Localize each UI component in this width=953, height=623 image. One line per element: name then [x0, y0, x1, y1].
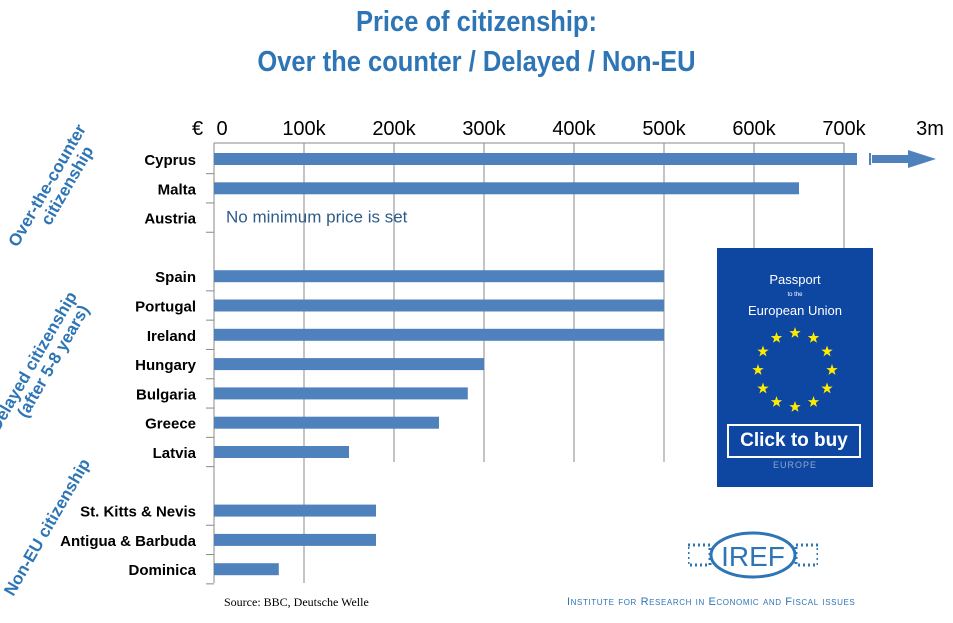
x-tick-label: 100k [282, 118, 326, 140]
category-label: Cyprus [144, 152, 196, 169]
star-icon [752, 364, 764, 375]
passport-title: Passport [769, 272, 821, 287]
x-tick-label: 300k [462, 118, 506, 140]
passport-footer: EUROPE [772, 460, 817, 470]
x-tick-label: 200k [372, 118, 416, 140]
passport-subtitle: to the [787, 292, 803, 298]
category-label: Austria [144, 211, 196, 228]
x-tick-label: 400k [552, 118, 596, 140]
source-note: Source: BBC, Deutsche Welle [224, 595, 369, 609]
bar-ireland [214, 328, 664, 341]
bar-hungary [214, 358, 484, 371]
x-tick-label: 500k [642, 118, 686, 140]
bar-bulgaria [214, 387, 468, 400]
axis-break-label: 3m [916, 118, 944, 140]
star-icon [789, 327, 801, 338]
bar-antigua-barbuda [214, 533, 376, 546]
passport-ad[interactable]: Passport to the European Union Click to … [717, 248, 873, 487]
category-label: Bulgaria [136, 386, 197, 403]
iref-logo: IREF [688, 531, 818, 579]
star-icon [789, 401, 801, 412]
category-label: Antigua & Barbuda [60, 533, 196, 550]
group-label: Delayed citizenship [0, 288, 81, 434]
logo-text: IREF [721, 541, 785, 572]
category-label: Greece [145, 416, 196, 433]
category-label: Hungary [135, 357, 197, 374]
x-tick-label: 0 [216, 118, 227, 140]
category-label: Latvia [153, 445, 197, 462]
star-icon [821, 345, 833, 357]
category-label: Portugal [135, 299, 196, 316]
bar-spain [214, 270, 664, 283]
chart-subtitle: Over the counter / Delayed / Non-EU [257, 46, 696, 78]
eu-stars-icon [752, 327, 838, 412]
bar-latvia [214, 446, 349, 458]
star-icon [807, 332, 820, 343]
arrow-right-icon [872, 150, 936, 168]
bar-greece [214, 416, 439, 429]
x-tick-label: 700k [822, 118, 866, 140]
click-to-buy-button[interactable]: Click to buy [727, 424, 861, 458]
category-label: Ireland [147, 328, 196, 345]
currency-label: € [192, 118, 203, 140]
star-icon [770, 396, 783, 407]
bar-portugal [214, 299, 664, 312]
category-label: Dominica [128, 562, 196, 579]
bar-dominica [214, 563, 279, 576]
star-icon [807, 396, 820, 407]
star-icon [821, 382, 833, 394]
category-label: Spain [155, 269, 196, 286]
bar-malta [214, 182, 799, 195]
category-label: St. Kitts & Nevis [80, 504, 196, 521]
passport-union: European Union [748, 303, 842, 318]
star-icon [770, 332, 783, 343]
group-label: Non-EU citizenship [0, 455, 94, 599]
bar-break [869, 153, 871, 165]
star-icon [826, 364, 838, 375]
category-label: Malta [158, 181, 197, 198]
institute-name: Institute for Research in Economic and F… [567, 596, 856, 608]
bar-cyprus [214, 153, 857, 165]
star-icon [757, 345, 769, 357]
x-tick-label: 600k [732, 118, 776, 140]
star-icon [757, 382, 769, 394]
chart-title: Price of citizenship: [355, 6, 598, 38]
no-price-note: No minimum price is set [226, 208, 408, 227]
bar-st-kitts-nevis [214, 504, 376, 517]
